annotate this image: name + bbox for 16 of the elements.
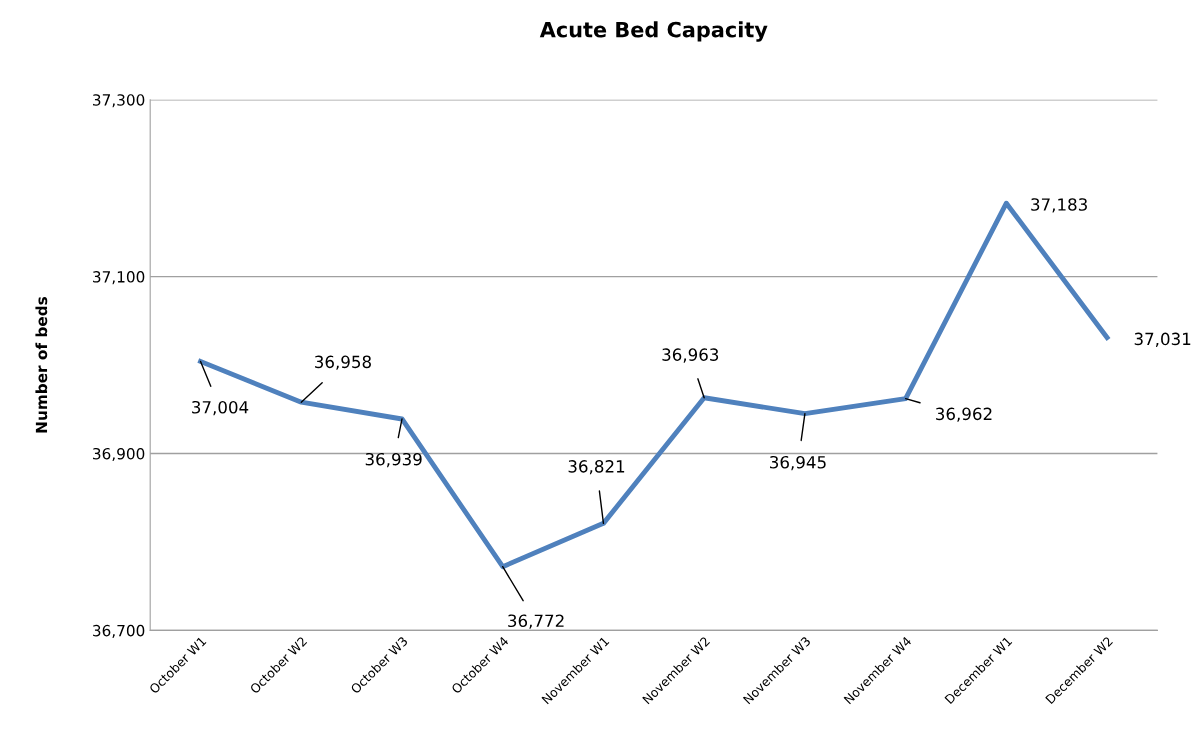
chart-title: Acute Bed Capacity	[539, 21, 768, 42]
data-label: 37,183	[1031, 198, 1087, 213]
data-label: 36,821	[568, 460, 625, 475]
data-label: 36,939	[365, 452, 422, 468]
y-axis-title: Number of beds	[35, 297, 48, 433]
data-label: 36,945	[770, 455, 826, 471]
data-label: 36,962	[936, 407, 992, 422]
data-label: 36,772	[508, 614, 564, 629]
data-label: 36,958	[315, 355, 371, 370]
data-label: 37,004	[192, 400, 249, 416]
y-tick-label: 37,100	[93, 271, 145, 285]
y-tick-label: 36,700	[93, 624, 145, 638]
y-tick-label: 36,900	[93, 447, 145, 462]
y-tick-label: 37,300	[93, 94, 145, 108]
data-label: 37,031	[1134, 332, 1191, 347]
data-label: 36,963	[662, 348, 719, 363]
